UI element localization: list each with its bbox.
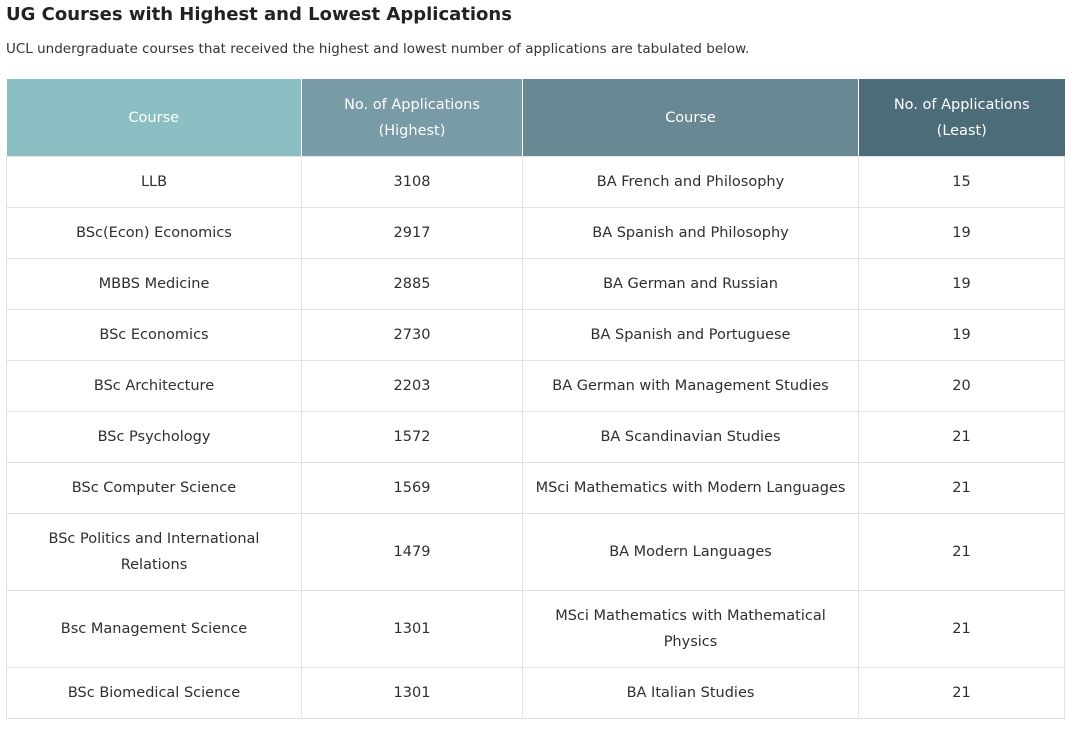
table-row: LLB 3108 BA French and Philosophy 15 <box>6 156 1065 208</box>
cell-course-least: BA Italian Studies <box>522 667 859 719</box>
cell-course-highest: BSc(Econ) Economics <box>6 207 302 259</box>
cell-applications-highest: 2203 <box>301 360 523 412</box>
cell-course-least: BA French and Philosophy <box>522 156 859 208</box>
table-row: BSc Computer Science 1569 MSci Mathemati… <box>6 462 1065 514</box>
cell-course-highest: BSc Psychology <box>6 411 302 463</box>
header-course-least: Course <box>522 79 859 157</box>
cell-course-least: BA Scandinavian Studies <box>522 411 859 463</box>
cell-course-least: BA German with Management Studies <box>522 360 859 412</box>
table-row: BSc Biomedical Science 1301 BA Italian S… <box>6 667 1065 719</box>
cell-course-highest: BSc Economics <box>6 309 302 361</box>
table-row: BSc Psychology 1572 BA Scandinavian Stud… <box>6 411 1065 463</box>
cell-course-least: BA Modern Languages <box>522 513 859 591</box>
applications-table: Course No. of Applications (Highest) Cou… <box>6 79 1065 719</box>
cell-applications-least: 19 <box>858 258 1065 310</box>
table-header-row: Course No. of Applications (Highest) Cou… <box>6 79 1065 157</box>
cell-course-highest: BSc Biomedical Science <box>6 667 302 719</box>
cell-course-highest: BSc Politics and International Relations <box>6 513 302 591</box>
table-row: BSc(Econ) Economics 2917 BA Spanish and … <box>6 207 1065 259</box>
table-row: MBBS Medicine 2885 BA German and Russian… <box>6 258 1065 310</box>
table-row: BSc Politics and International Relations… <box>6 513 1065 591</box>
cell-course-highest: LLB <box>6 156 302 208</box>
cell-course-least: MSci Mathematics with Modern Languages <box>522 462 859 514</box>
page-subtitle: UCL undergraduate courses that received … <box>6 41 750 57</box>
cell-course-least: BA German and Russian <box>522 258 859 310</box>
cell-applications-least: 21 <box>858 590 1065 668</box>
cell-applications-highest: 2917 <box>301 207 523 259</box>
cell-applications-least: 20 <box>858 360 1065 412</box>
cell-applications-highest: 1479 <box>301 513 523 591</box>
cell-applications-highest: 1572 <box>301 411 523 463</box>
cell-applications-highest: 3108 <box>301 156 523 208</box>
page-title: UG Courses with Highest and Lowest Appli… <box>6 4 512 25</box>
cell-course-least: BA Spanish and Portuguese <box>522 309 859 361</box>
table-row: BSc Economics 2730 BA Spanish and Portug… <box>6 309 1065 361</box>
cell-applications-highest: 1569 <box>301 462 523 514</box>
cell-course-highest: MBBS Medicine <box>6 258 302 310</box>
table-row: BSc Architecture 2203 BA German with Man… <box>6 360 1065 412</box>
cell-course-highest: Bsc Management Science <box>6 590 302 668</box>
cell-applications-highest: 2885 <box>301 258 523 310</box>
cell-applications-least: 21 <box>858 462 1065 514</box>
cell-applications-least: 21 <box>858 411 1065 463</box>
cell-course-least: MSci Mathematics with Mathematical Physi… <box>522 590 859 668</box>
header-course-highest: Course <box>6 79 302 157</box>
cell-course-highest: BSc Computer Science <box>6 462 302 514</box>
cell-applications-highest: 1301 <box>301 667 523 719</box>
cell-course-highest: BSc Architecture <box>6 360 302 412</box>
header-applications-highest: No. of Applications (Highest) <box>301 79 523 157</box>
table-row: Bsc Management Science 1301 MSci Mathema… <box>6 590 1065 668</box>
header-applications-least: No. of Applications (Least) <box>858 79 1065 157</box>
cell-applications-least: 19 <box>858 309 1065 361</box>
cell-applications-least: 15 <box>858 156 1065 208</box>
cell-applications-highest: 1301 <box>301 590 523 668</box>
cell-applications-least: 21 <box>858 513 1065 591</box>
cell-course-least: BA Spanish and Philosophy <box>522 207 859 259</box>
cell-applications-highest: 2730 <box>301 309 523 361</box>
cell-applications-least: 21 <box>858 667 1065 719</box>
cell-applications-least: 19 <box>858 207 1065 259</box>
